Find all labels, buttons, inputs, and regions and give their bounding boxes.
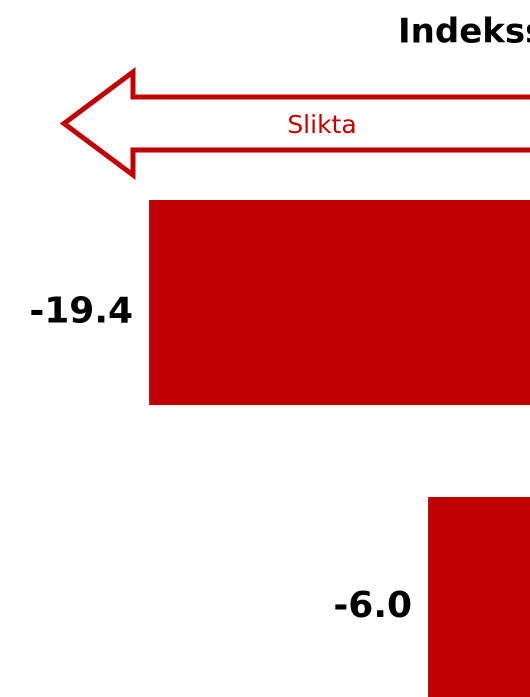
chart-title: Indekss: [398, 12, 530, 52]
value-label: -6.0: [333, 585, 412, 626]
bar: [428, 497, 530, 697]
value-label: -19.4: [29, 291, 133, 332]
bar: [149, 200, 530, 405]
arrow-label: Slikta: [287, 110, 356, 139]
direction-arrow: [59, 67, 530, 180]
